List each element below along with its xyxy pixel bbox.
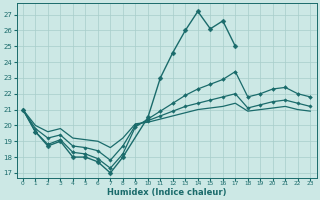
X-axis label: Humidex (Indice chaleur): Humidex (Indice chaleur) (107, 188, 226, 197)
